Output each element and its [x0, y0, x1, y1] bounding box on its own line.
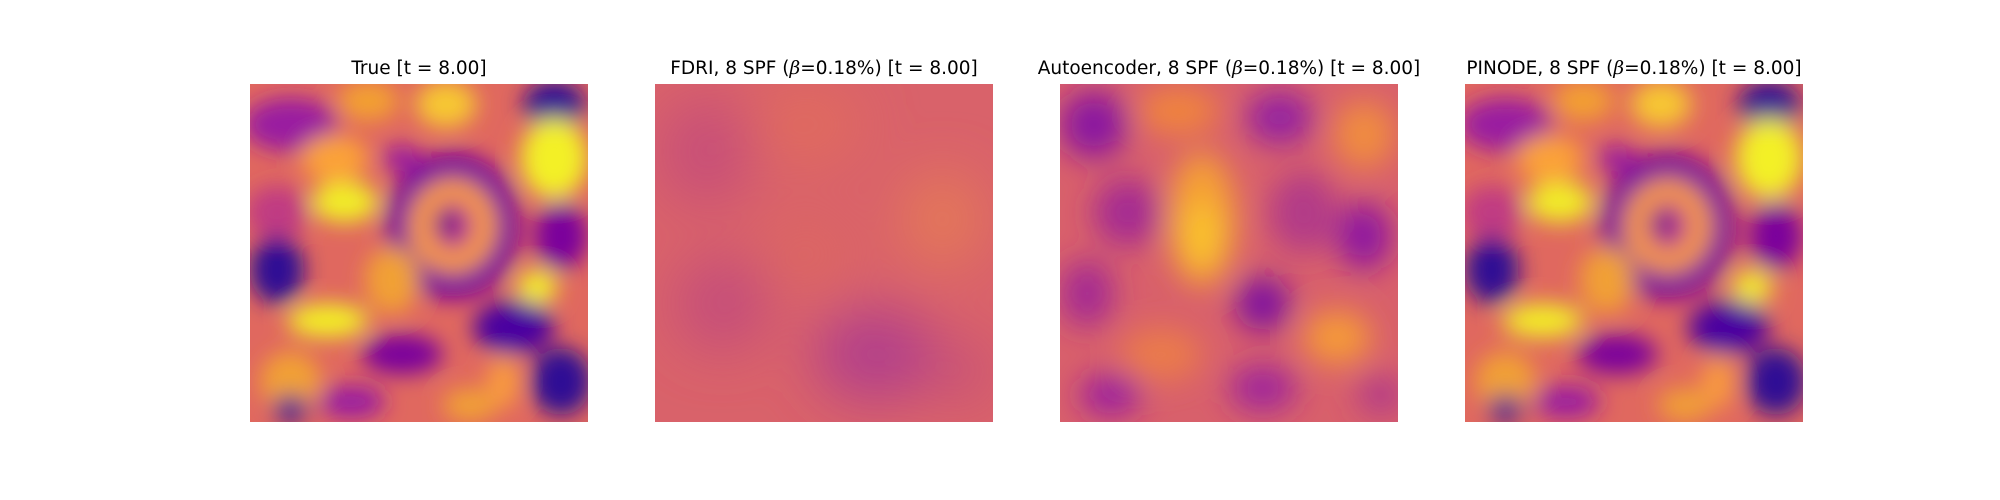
field-image-fdri [655, 84, 993, 422]
field-image-true [250, 84, 588, 422]
panel-title: PINODE, 8 SPF (β=0.18%) [t = 8.00] [1466, 58, 1802, 79]
panel-title: Autoencoder, 8 SPF (β=0.18%) [t = 8.00] [1037, 58, 1421, 79]
panel-title: FDRI, 8 SPF (β=0.18%) [t = 8.00] [670, 58, 978, 79]
field-image-pinode [1465, 84, 1803, 422]
panel-title: True [t = 8.00] [351, 58, 487, 79]
field-image-autoencoder [1060, 84, 1398, 422]
